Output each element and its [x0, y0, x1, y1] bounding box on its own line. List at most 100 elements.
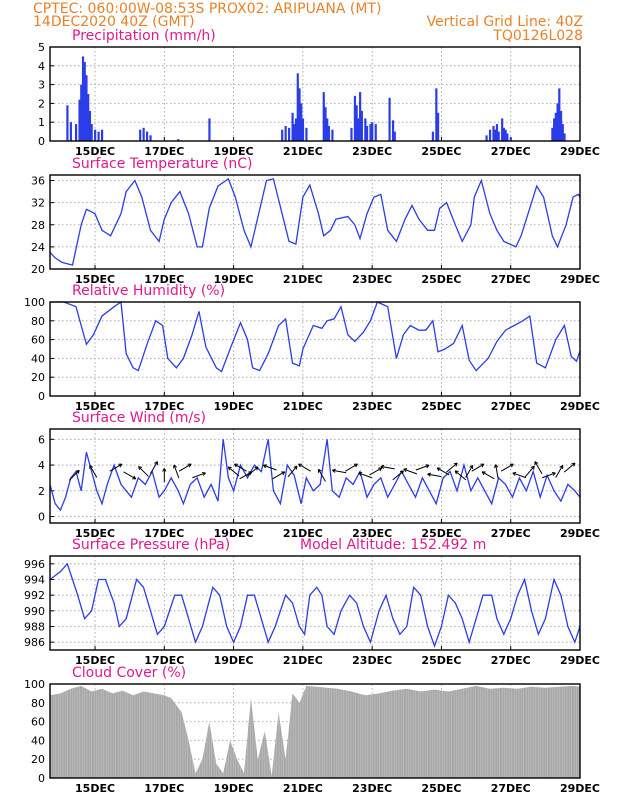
x-tick-label: 25DEC [421, 145, 461, 158]
y-tick-label: 60 [31, 334, 45, 347]
precip-bar [97, 132, 99, 141]
wind-direction-arrow [124, 472, 136, 479]
x-tick-label: 23DEC [352, 782, 392, 795]
y-tick-label: 20 [31, 263, 45, 276]
wind-direction-arrow [381, 465, 395, 469]
x-tick-label: 21DEC [283, 273, 323, 286]
wind-direction-arrow [263, 465, 276, 470]
cloud-cover-title: Cloud Cover (%) [72, 665, 186, 681]
x-tick-label: 23DEC [352, 654, 392, 667]
pressure-title: Surface Pressure (hPa) [72, 537, 230, 553]
x-tick-label: 25DEC [421, 782, 461, 795]
precip-bar [66, 105, 68, 141]
precip-bar [563, 133, 565, 141]
precip-bar [94, 130, 96, 141]
humidity-frame [50, 302, 580, 396]
precip-bar [394, 132, 396, 141]
precip-bar [149, 135, 151, 141]
x-tick-label: 19DEC [214, 782, 254, 795]
x-tick-label: 25DEC [421, 273, 461, 286]
y-tick-label: 2 [38, 97, 45, 110]
precip-bar [432, 132, 434, 141]
x-tick-label: 27DEC [491, 654, 531, 667]
precip-bar [331, 130, 333, 141]
x-tick-label: 27DEC [491, 527, 531, 540]
x-tick-label: 23DEC [352, 145, 392, 158]
y-tick-label: 4 [38, 459, 45, 472]
x-tick-label: 27DEC [491, 273, 531, 286]
x-tick-label: 29DEC [560, 145, 600, 158]
precip-bar [371, 122, 373, 141]
temperature-title: Surface Temperature (nC) [72, 156, 253, 172]
wind-direction-arrow [404, 469, 417, 474]
wind-direction-arrow [273, 472, 285, 479]
wind-direction-arrow [332, 469, 346, 473]
y-tick-label: 40 [31, 734, 45, 747]
temperature-line [50, 179, 580, 265]
wind-direction-arrow [416, 465, 429, 470]
y-tick-label: 990 [24, 605, 45, 618]
x-tick-label: 29DEC [560, 654, 600, 667]
humidity-line [50, 302, 580, 372]
y-tick-label: 2 [38, 485, 45, 498]
y-tick-label: 40 [31, 352, 45, 365]
y-tick-label: 996 [24, 558, 45, 571]
wind-direction-arrow [179, 464, 191, 471]
precip-bar [139, 130, 141, 141]
precipitation-frame [50, 47, 580, 141]
x-tick-label: 25DEC [421, 400, 461, 413]
wind-direction-arrow [535, 462, 542, 474]
y-tick-label: 20 [31, 753, 45, 766]
wind-direction-arrow [428, 473, 442, 477]
precip-bar [366, 126, 368, 141]
x-tick-label: 25DEC [421, 654, 461, 667]
precip-bar [361, 111, 363, 141]
y-tick-label: 994 [24, 574, 45, 587]
wind-title: Surface Wind (m/s) [72, 410, 206, 426]
precip-bar [288, 128, 290, 141]
wind-direction-arrow [564, 463, 575, 472]
y-tick-label: 32 [31, 197, 45, 210]
y-tick-label: 988 [24, 621, 45, 634]
wind-direction-arrow [466, 465, 473, 477]
precip-bar [101, 130, 103, 141]
precip-bar [498, 132, 500, 141]
wind-direction-arrow [174, 465, 179, 478]
y-tick-label: 0 [38, 390, 45, 403]
panels: 15DEC 17DEC 19DEC 21DEC 23DEC 25DEC 27DEC 29DEC… [24, 28, 600, 795]
y-tick-label: 28 [31, 219, 45, 232]
x-tick-label: 21DEC [283, 145, 323, 158]
wind-direction-arrow [542, 472, 555, 477]
temperature-frame [50, 175, 580, 269]
x-tick-label: 17DEC [144, 782, 184, 795]
model-altitude: Model Altitude: 152.492 m [300, 537, 486, 553]
y-tick-label: 0 [38, 511, 45, 524]
wind-direction-arrow [495, 465, 499, 479]
y-tick-label: 986 [24, 636, 45, 649]
x-tick-label: 27DEC [491, 400, 531, 413]
x-tick-label: 29DEC [560, 782, 600, 795]
wind-direction-arrow [240, 472, 252, 479]
humidity-title: Relative Humidity (%) [72, 283, 225, 299]
precip-bar [70, 122, 72, 141]
precip-bar [350, 128, 352, 141]
wind-frame [50, 429, 580, 523]
y-tick-label: 0 [38, 772, 45, 785]
x-tick-label: 15DEC [75, 782, 115, 795]
x-tick-label: 29DEC [560, 400, 600, 413]
y-tick-label: 20 [31, 371, 45, 384]
precip-bar [146, 132, 148, 141]
wind-direction-arrow [228, 467, 239, 476]
precip-bar [285, 126, 287, 141]
y-tick-label: 6 [38, 433, 45, 446]
wind-direction-arrow [192, 472, 205, 477]
precip-bar [302, 118, 304, 141]
y-tick-label: 992 [24, 589, 45, 602]
y-tick-label: 60 [31, 716, 45, 729]
wind-direction-arrow [299, 464, 311, 471]
